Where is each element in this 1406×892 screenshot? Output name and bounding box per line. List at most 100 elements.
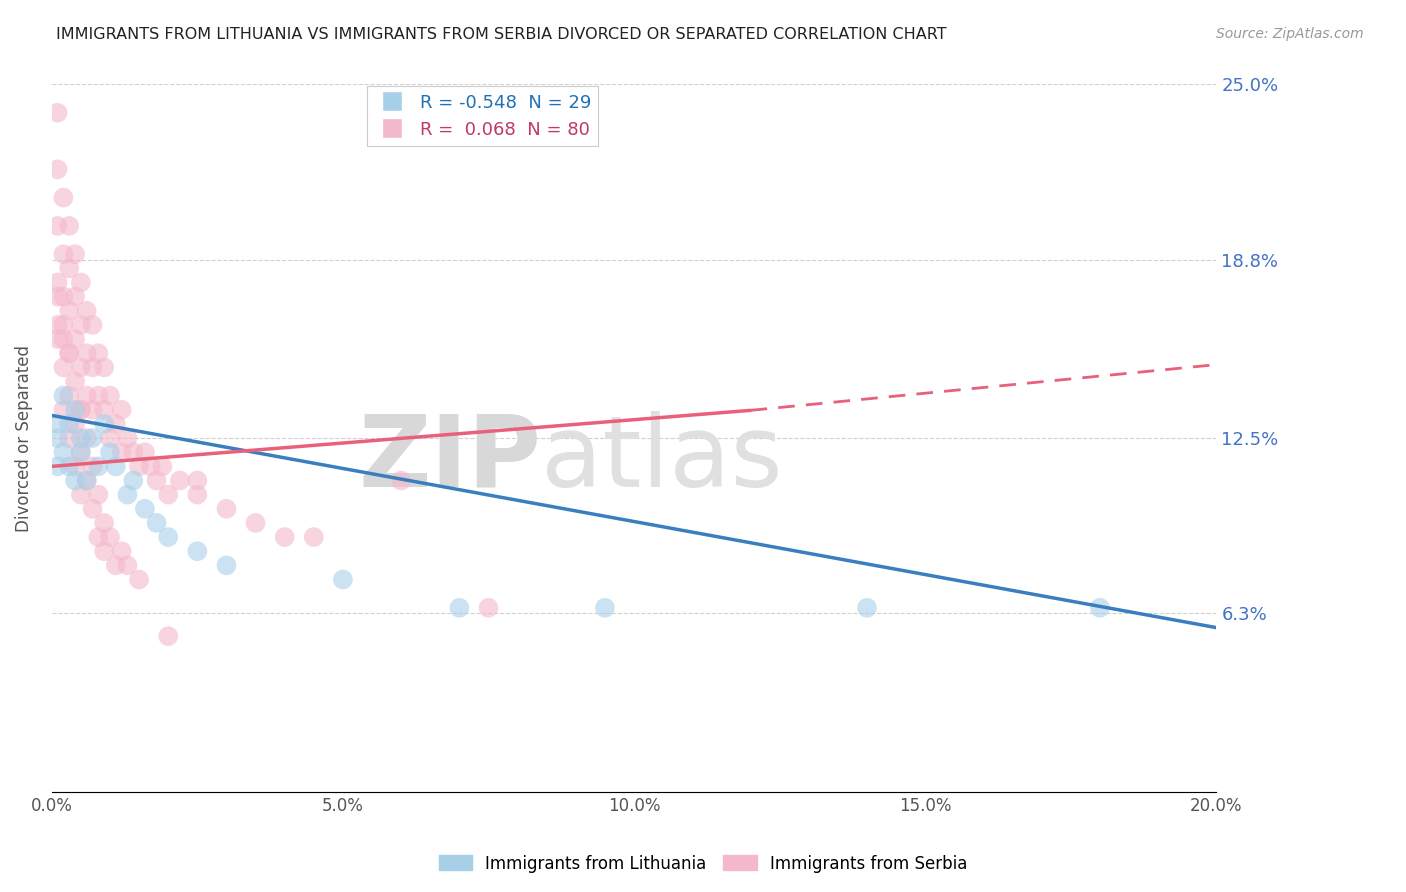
Point	[98, 431, 121, 445]
Point	[46, 318, 69, 332]
Point	[63, 417, 86, 431]
Point	[150, 459, 173, 474]
Point	[76, 389, 98, 403]
Point	[46, 290, 69, 304]
Point	[128, 573, 150, 587]
Point	[46, 105, 69, 120]
Point	[87, 389, 110, 403]
Point	[98, 530, 121, 544]
Text: atlas: atlas	[541, 411, 783, 508]
Point	[46, 431, 69, 445]
Point	[52, 290, 75, 304]
Point	[87, 530, 110, 544]
Point	[58, 219, 80, 233]
Point	[63, 290, 86, 304]
Point	[111, 445, 134, 459]
Point	[52, 360, 75, 375]
Point	[477, 600, 499, 615]
Point	[70, 431, 93, 445]
Point	[46, 219, 69, 233]
Point	[46, 459, 69, 474]
Legend: Immigrants from Lithuania, Immigrants from Serbia: Immigrants from Lithuania, Immigrants fr…	[432, 848, 974, 880]
Point	[87, 459, 110, 474]
Point	[111, 544, 134, 558]
Point	[70, 360, 93, 375]
Point	[332, 573, 354, 587]
Point	[93, 360, 115, 375]
Point	[52, 247, 75, 261]
Point	[58, 303, 80, 318]
Point	[104, 459, 127, 474]
Point	[70, 402, 93, 417]
Point	[52, 445, 75, 459]
Point	[70, 488, 93, 502]
Point	[52, 318, 75, 332]
Point	[93, 417, 115, 431]
Point	[82, 318, 104, 332]
Point	[139, 459, 162, 474]
Point	[1088, 600, 1111, 615]
Point	[46, 417, 69, 431]
Point	[104, 417, 127, 431]
Point	[82, 360, 104, 375]
Point	[186, 544, 208, 558]
Point	[58, 389, 80, 403]
Point	[52, 332, 75, 346]
Point	[76, 346, 98, 360]
Point	[157, 629, 180, 643]
Point	[134, 445, 156, 459]
Point	[70, 402, 93, 417]
Point	[157, 530, 180, 544]
Point	[122, 445, 145, 459]
Point	[70, 445, 93, 459]
Point	[122, 474, 145, 488]
Point	[63, 402, 86, 417]
Point	[117, 431, 139, 445]
Point	[46, 162, 69, 177]
Point	[46, 332, 69, 346]
Point	[215, 558, 238, 573]
Point	[186, 488, 208, 502]
Point	[63, 332, 86, 346]
Point	[52, 389, 75, 403]
Point	[82, 459, 104, 474]
Point	[63, 247, 86, 261]
Text: IMMIGRANTS FROM LITHUANIA VS IMMIGRANTS FROM SERBIA DIVORCED OR SEPARATED CORREL: IMMIGRANTS FROM LITHUANIA VS IMMIGRANTS …	[56, 27, 946, 42]
Point	[856, 600, 879, 615]
Point	[117, 558, 139, 573]
Point	[98, 445, 121, 459]
Point	[98, 389, 121, 403]
Text: ZIP: ZIP	[359, 411, 541, 508]
Point	[145, 516, 167, 530]
Point	[93, 544, 115, 558]
Point	[128, 459, 150, 474]
Y-axis label: Divorced or Separated: Divorced or Separated	[15, 344, 32, 532]
Point	[82, 501, 104, 516]
Point	[52, 402, 75, 417]
Point	[134, 501, 156, 516]
Point	[93, 402, 115, 417]
Point	[117, 488, 139, 502]
Point	[145, 474, 167, 488]
Point	[82, 402, 104, 417]
Point	[58, 346, 80, 360]
Point	[76, 474, 98, 488]
Point	[63, 474, 86, 488]
Point	[58, 459, 80, 474]
Point	[76, 431, 98, 445]
Text: Source: ZipAtlas.com: Source: ZipAtlas.com	[1216, 27, 1364, 41]
Point	[70, 318, 93, 332]
Point	[215, 501, 238, 516]
Point	[63, 459, 86, 474]
Point	[186, 474, 208, 488]
Point	[70, 445, 93, 459]
Point	[157, 488, 180, 502]
Point	[389, 474, 412, 488]
Point	[93, 516, 115, 530]
Point	[52, 191, 75, 205]
Point	[82, 431, 104, 445]
Point	[245, 516, 267, 530]
Point	[273, 530, 295, 544]
Point	[58, 261, 80, 276]
Point	[169, 474, 191, 488]
